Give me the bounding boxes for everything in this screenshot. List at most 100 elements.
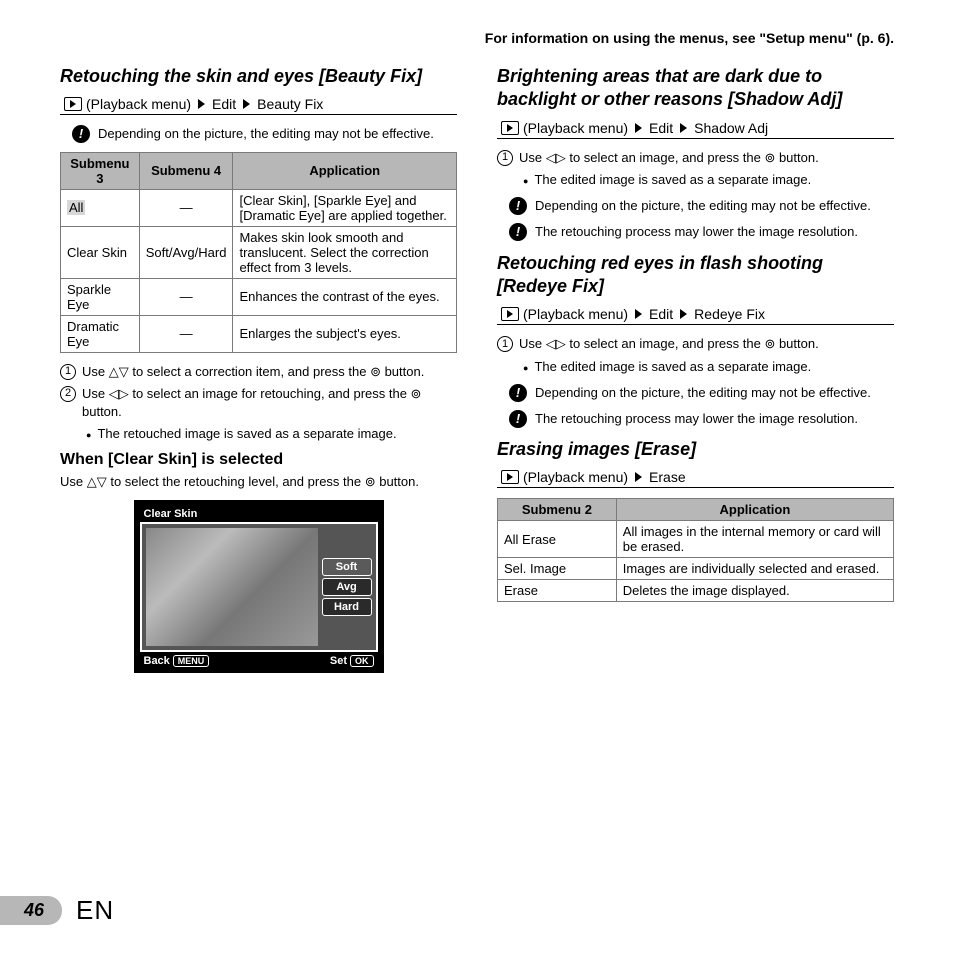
note-text: The retouching process may lower the ima… [535, 410, 858, 428]
beauty-fix-table: Submenu 3 Submenu 4 Application All ― [C… [60, 152, 457, 353]
step-text: Use ◁▷ to select an image, and press the… [519, 335, 819, 353]
step-text: Use ◁▷ to select an image for retouching… [82, 385, 457, 421]
lcd-option-avg[interactable]: Avg [322, 578, 372, 596]
ok-button-icon: OK [350, 655, 374, 667]
step-number-icon: 1 [497, 150, 513, 166]
crumb-edit: Edit [649, 306, 673, 322]
lcd-preview: Clear Skin Soft Avg Hard BackMENU SetOK [134, 500, 384, 673]
shadow-adj-breadcrumb: (Playback menu) Edit Shadow Adj [497, 118, 894, 139]
playback-label: (Playback menu) [523, 469, 628, 485]
th-application: Application [616, 499, 893, 521]
step-text: Use ◁▷ to select an image, and press the… [519, 149, 819, 167]
th-submenu4: Submenu 4 [139, 152, 233, 189]
bullet-text: The retouched image is saved as a separa… [97, 425, 396, 443]
shadow-note-1: ! Depending on the picture, the editing … [509, 197, 894, 215]
content-columns: Retouching the skin and eyes [Beauty Fix… [60, 65, 894, 673]
lcd-option-hard[interactable]: Hard [322, 598, 372, 616]
info-icon: ! [509, 223, 527, 241]
step-number-icon: 1 [497, 336, 513, 352]
playback-icon [501, 121, 519, 135]
cell: Enlarges the subject's eyes. [233, 315, 457, 352]
clear-skin-text: Use △▽ to select the retouching level, a… [60, 473, 457, 491]
lcd-options: Soft Avg Hard [322, 524, 376, 650]
lcd-set: SetOK [330, 655, 374, 667]
crumb-edit: Edit [212, 96, 236, 112]
beauty-fix-breadcrumb: (Playback menu) Edit Beauty Fix [60, 94, 457, 115]
cell: ― [139, 189, 233, 226]
cell: Sparkle Eye [61, 278, 140, 315]
cell: [Clear Skin], [Sparkle Eye] and [Dramati… [233, 189, 457, 226]
erase-table: Submenu 2 Application All Erase All imag… [497, 498, 894, 602]
right-column: Brightening areas that are dark due to b… [497, 65, 894, 673]
playback-label: (Playback menu) [523, 306, 628, 322]
cell: Dramatic Eye [61, 315, 140, 352]
cell: Deletes the image displayed. [616, 580, 893, 602]
crumb-erase: Erase [649, 469, 686, 485]
info-icon: ! [509, 410, 527, 428]
chevron-right-icon [198, 99, 205, 109]
chevron-right-icon [680, 123, 687, 133]
cell: All images in the internal memory or car… [616, 521, 893, 558]
beauty-fix-title: Retouching the skin and eyes [Beauty Fix… [60, 65, 457, 88]
step-2: 2 Use ◁▷ to select an image for retouchi… [60, 385, 457, 421]
cell: Soft/Avg/Hard [139, 226, 233, 278]
lcd-footer: BackMENU SetOK [140, 652, 378, 667]
lcd-option-soft[interactable]: Soft [322, 558, 372, 576]
page-footer: 46 EN [0, 895, 114, 926]
redeye-note-2: ! The retouching process may lower the i… [509, 410, 894, 428]
playback-label: (Playback menu) [523, 120, 628, 136]
playback-icon [501, 307, 519, 321]
crumb-beauty-fix: Beauty Fix [257, 96, 323, 112]
step-text: Use △▽ to select a correction item, and … [82, 363, 424, 381]
left-column: Retouching the skin and eyes [Beauty Fix… [60, 65, 457, 673]
note-text: Depending on the picture, the editing ma… [535, 197, 871, 215]
cell: Images are individually selected and era… [616, 558, 893, 580]
crumb-redeye: Redeye Fix [694, 306, 765, 322]
th-application: Application [233, 152, 457, 189]
chevron-right-icon [243, 99, 250, 109]
cell: Erase [498, 580, 617, 602]
step-1: 1 Use △▽ to select a correction item, an… [60, 363, 457, 381]
chevron-right-icon [635, 472, 642, 482]
clear-skin-subhead: When [Clear Skin] is selected [60, 451, 457, 469]
header-note: For information on using the menus, see … [485, 30, 894, 46]
crumb-edit: Edit [649, 120, 673, 136]
bullet-text: The edited image is saved as a separate … [534, 358, 811, 376]
redeye-breadcrumb: (Playback menu) Edit Redeye Fix [497, 304, 894, 325]
note-text: Depending on the picture, the editing ma… [535, 384, 871, 402]
redeye-title: Retouching red eyes in flash shooting [R… [497, 252, 894, 299]
shadow-bullet: The edited image is saved as a separate … [523, 171, 894, 189]
th-submenu2: Submenu 2 [498, 499, 617, 521]
menu-button-icon: MENU [173, 655, 210, 667]
lcd-back: BackMENU [144, 655, 210, 667]
shadow-step-1: 1 Use ◁▷ to select an image, and press t… [497, 149, 894, 167]
cell: All [61, 189, 140, 226]
step-bullet: The retouched image is saved as a separa… [86, 425, 457, 443]
lcd-title: Clear Skin [140, 506, 378, 522]
chevron-right-icon [635, 123, 642, 133]
chevron-right-icon [635, 309, 642, 319]
redeye-note-1: ! Depending on the picture, the editing … [509, 384, 894, 402]
shadow-adj-title: Brightening areas that are dark due to b… [497, 65, 894, 112]
cell: Enhances the contrast of the eyes. [233, 278, 457, 315]
redeye-bullet: The edited image is saved as a separate … [523, 358, 894, 376]
erase-title: Erasing images [Erase] [497, 438, 894, 461]
step-number-icon: 1 [60, 364, 76, 380]
cell: ― [139, 315, 233, 352]
info-icon: ! [509, 197, 527, 215]
chevron-right-icon [680, 309, 687, 319]
info-icon: ! [509, 384, 527, 402]
redeye-step-1: 1 Use ◁▷ to select an image, and press t… [497, 335, 894, 353]
th-submenu3: Submenu 3 [61, 152, 140, 189]
playback-label: (Playback menu) [86, 96, 191, 112]
playback-icon [64, 97, 82, 111]
cell: Makes skin look smooth and translucent. … [233, 226, 457, 278]
page-number: 46 [0, 896, 62, 925]
info-icon: ! [72, 125, 90, 143]
bullet-text: The edited image is saved as a separate … [534, 171, 811, 189]
lcd-body: Soft Avg Hard [140, 522, 378, 652]
playback-icon [501, 470, 519, 484]
lcd-image-preview [146, 528, 318, 646]
erase-breadcrumb: (Playback menu) Erase [497, 467, 894, 488]
cell: Clear Skin [61, 226, 140, 278]
